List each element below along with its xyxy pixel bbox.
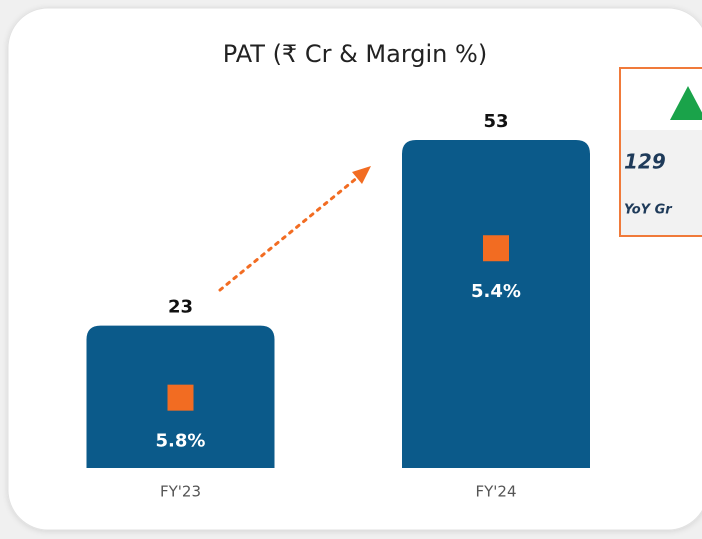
margin-marker <box>483 235 509 262</box>
callout-box: 129 YoY Gr <box>619 67 702 237</box>
chart-title: PAT (₹ Cr & Margin %) <box>223 40 487 68</box>
callout-value: 129 <box>624 150 666 174</box>
margin-marker <box>167 384 194 411</box>
value-label: 23 <box>168 297 193 318</box>
bar <box>402 140 590 468</box>
x-tick-label: FY'24 <box>475 483 516 501</box>
margin-label: 5.4% <box>471 281 521 302</box>
callout-label: YoY Gr <box>624 203 673 218</box>
x-tick-label: FY'23 <box>160 483 201 501</box>
value-label: 53 <box>483 111 508 132</box>
margin-label: 5.8% <box>156 431 206 452</box>
growth-arrow <box>218 166 371 292</box>
